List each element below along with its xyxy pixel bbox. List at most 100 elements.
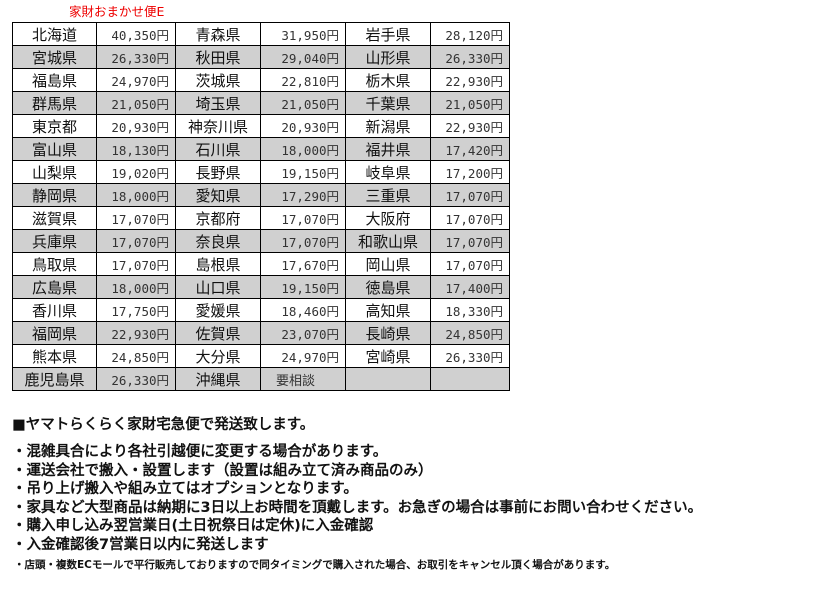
- table-row: 鹿児島県 26,330円 沖縄県 要相談: [12, 367, 510, 391]
- shipping-price: 18,460円: [260, 298, 346, 322]
- prefecture-name: 岡山県: [345, 252, 431, 276]
- prefecture-name: 香川県: [12, 298, 97, 322]
- prefecture-name: 山口県: [175, 275, 261, 299]
- prefecture-name: 新潟県: [345, 114, 431, 138]
- prefecture-name: 富山県: [12, 137, 97, 161]
- shipping-price: 17,400円: [430, 275, 510, 299]
- prefecture-name: 静岡県: [12, 183, 97, 207]
- table-row: 滋賀県 17,070円 京都府 17,070円 大阪府 17,070円: [12, 206, 510, 230]
- prefecture-name: 和歌山県: [345, 229, 431, 253]
- note-item: ・吊り上げ搬入や組み立てはオプションとなります。: [12, 481, 358, 498]
- prefecture-name: 福井県: [345, 137, 431, 161]
- shipping-price: 22,810円: [260, 68, 346, 92]
- prefecture-name: 群馬県: [12, 91, 97, 115]
- table-row: 富山県 18,130円 石川県 18,000円 福井県 17,420円: [12, 137, 510, 161]
- shipping-rate-table: 北海道 40,350円 青森県 31,950円 岩手県 28,120円 宮城県 26,330円…: [12, 22, 510, 391]
- shipping-price: 26,330円: [430, 45, 510, 69]
- shipping-price: 26,330円: [430, 344, 510, 368]
- shipping-price: 24,970円: [96, 68, 176, 92]
- prefecture-name: 大阪府: [345, 206, 431, 230]
- prefecture-name: 山梨県: [12, 160, 97, 184]
- prefecture-name: 愛媛県: [175, 298, 261, 322]
- note-item: ・家具など大型商品は納期に3日以上お時間を頂戴します。お急ぎの場合は事前にお問い…: [12, 499, 703, 516]
- prefecture-name: 奈良県: [175, 229, 261, 253]
- shipping-price: 31,950円: [260, 22, 346, 46]
- shipping-price: 22,930円: [96, 321, 176, 345]
- prefecture-name: 長野県: [175, 160, 261, 184]
- shipping-price: 26,330円: [96, 45, 176, 69]
- prefecture-name: 埼玉県: [175, 91, 261, 115]
- shipping-price: 17,420円: [430, 137, 510, 161]
- shipping-price: 21,050円: [96, 91, 176, 115]
- shipping-price: 18,330円: [430, 298, 510, 322]
- table-row: 広島県 18,000円 山口県 19,150円 徳島県 17,400円: [12, 275, 510, 299]
- shipping-price: 23,070円: [260, 321, 346, 345]
- shipping-price: 17,070円: [96, 229, 176, 253]
- shipping-price: 22,930円: [430, 114, 510, 138]
- prefecture-name: 島根県: [175, 252, 261, 276]
- table-row: 兵庫県 17,070円 奈良県 17,070円 和歌山県 17,070円: [12, 229, 510, 253]
- table-row: 福島県 24,970円 茨城県 22,810円 栃木県 22,930円: [12, 68, 510, 92]
- shipping-price: 17,750円: [96, 298, 176, 322]
- shipping-price: 21,050円: [260, 91, 346, 115]
- prefecture-name: 大分県: [175, 344, 261, 368]
- shipping-price: 17,290円: [260, 183, 346, 207]
- prefecture-name: 長崎県: [345, 321, 431, 345]
- shipping-price: 26,330円: [96, 367, 176, 391]
- table-row: 鳥取県 17,070円 島根県 17,670円 岡山県 17,070円: [12, 252, 510, 276]
- table-row: 福岡県 22,930円 佐賀県 23,070円 長崎県 24,850円: [12, 321, 510, 345]
- prefecture-name: 徳島県: [345, 275, 431, 299]
- prefecture-name: 北海道: [12, 22, 97, 46]
- prefecture-name: 栃木県: [345, 68, 431, 92]
- shipping-price: 29,040円: [260, 45, 346, 69]
- prefecture-name: 高知県: [345, 298, 431, 322]
- shipping-price: 18,000円: [96, 183, 176, 207]
- prefecture-name: 福島県: [12, 68, 97, 92]
- shipping-price: 19,150円: [260, 160, 346, 184]
- prefecture-name: 熊本県: [12, 344, 97, 368]
- prefecture-name: 千葉県: [345, 91, 431, 115]
- prefecture-name: 石川県: [175, 137, 261, 161]
- shipping-notes: ■ヤマトらくらく家財宅急便で発送致します。 ・混雑具合により各社引越便に変更する…: [12, 416, 702, 555]
- notes-heading: ■ヤマトらくらく家財宅急便で発送致します。: [12, 417, 315, 433]
- prefecture-name: 宮城県: [12, 45, 97, 69]
- shipping-price: 17,070円: [260, 229, 346, 253]
- prefecture-name: 三重県: [345, 183, 431, 207]
- shipping-price: 20,930円: [260, 114, 346, 138]
- prefecture-name: 岩手県: [345, 22, 431, 46]
- note-item: ・運送会社で搬入・設置します（設置は組み立て済み商品のみ）: [12, 462, 433, 479]
- shipping-price: 24,970円: [260, 344, 346, 368]
- shipping-price: 17,070円: [430, 206, 510, 230]
- prefecture-name: 宮崎県: [345, 344, 431, 368]
- shipping-price: 19,150円: [260, 275, 346, 299]
- prefecture-name: 茨城県: [175, 68, 261, 92]
- shipping-price: 17,070円: [96, 252, 176, 276]
- shipping-price: 24,850円: [96, 344, 176, 368]
- table-row: 山梨県 19,020円 長野県 19,150円 岐阜県 17,200円: [12, 160, 510, 184]
- prefecture-name: 兵庫県: [12, 229, 97, 253]
- prefecture-name: 佐賀県: [175, 321, 261, 345]
- table-row: 北海道 40,350円 青森県 31,950円 岩手県 28,120円: [12, 22, 510, 46]
- cancellation-note: ・店頭・複数ECモールで平行販売しておりますので同タイミングで購入された場合、お…: [14, 559, 616, 571]
- prefecture-name: 沖縄県: [175, 367, 261, 391]
- shipping-price: 17,070円: [260, 206, 346, 230]
- shipping-price: 17,670円: [260, 252, 346, 276]
- prefecture-name: 東京都: [12, 114, 97, 138]
- shipping-price: 28,120円: [430, 22, 510, 46]
- shipping-price: 18,000円: [96, 275, 176, 299]
- shipping-price: 17,070円: [430, 183, 510, 207]
- table-row: 熊本県 24,850円 大分県 24,970円 宮崎県 26,330円: [12, 344, 510, 368]
- table-row: 宮城県 26,330円 秋田県 29,040円 山形県 26,330円: [12, 45, 510, 69]
- shipping-price: 19,020円: [96, 160, 176, 184]
- prefecture-name: 広島県: [12, 275, 97, 299]
- table-row: 香川県 17,750円 愛媛県 18,460円 高知県 18,330円: [12, 298, 510, 322]
- shipping-price: 40,350円: [96, 22, 176, 46]
- shipping-price: 22,930円: [430, 68, 510, 92]
- prefecture-name: 神奈川県: [175, 114, 261, 138]
- service-title: 家財おまかせ便E: [69, 4, 165, 19]
- shipping-price: 21,050円: [430, 91, 510, 115]
- prefecture-name: [345, 367, 431, 391]
- shipping-price: 18,130円: [96, 137, 176, 161]
- note-item: ・購入申し込み翌営業日(土日祝祭日は定休)に入金確認: [12, 518, 374, 535]
- shipping-price: 18,000円: [260, 137, 346, 161]
